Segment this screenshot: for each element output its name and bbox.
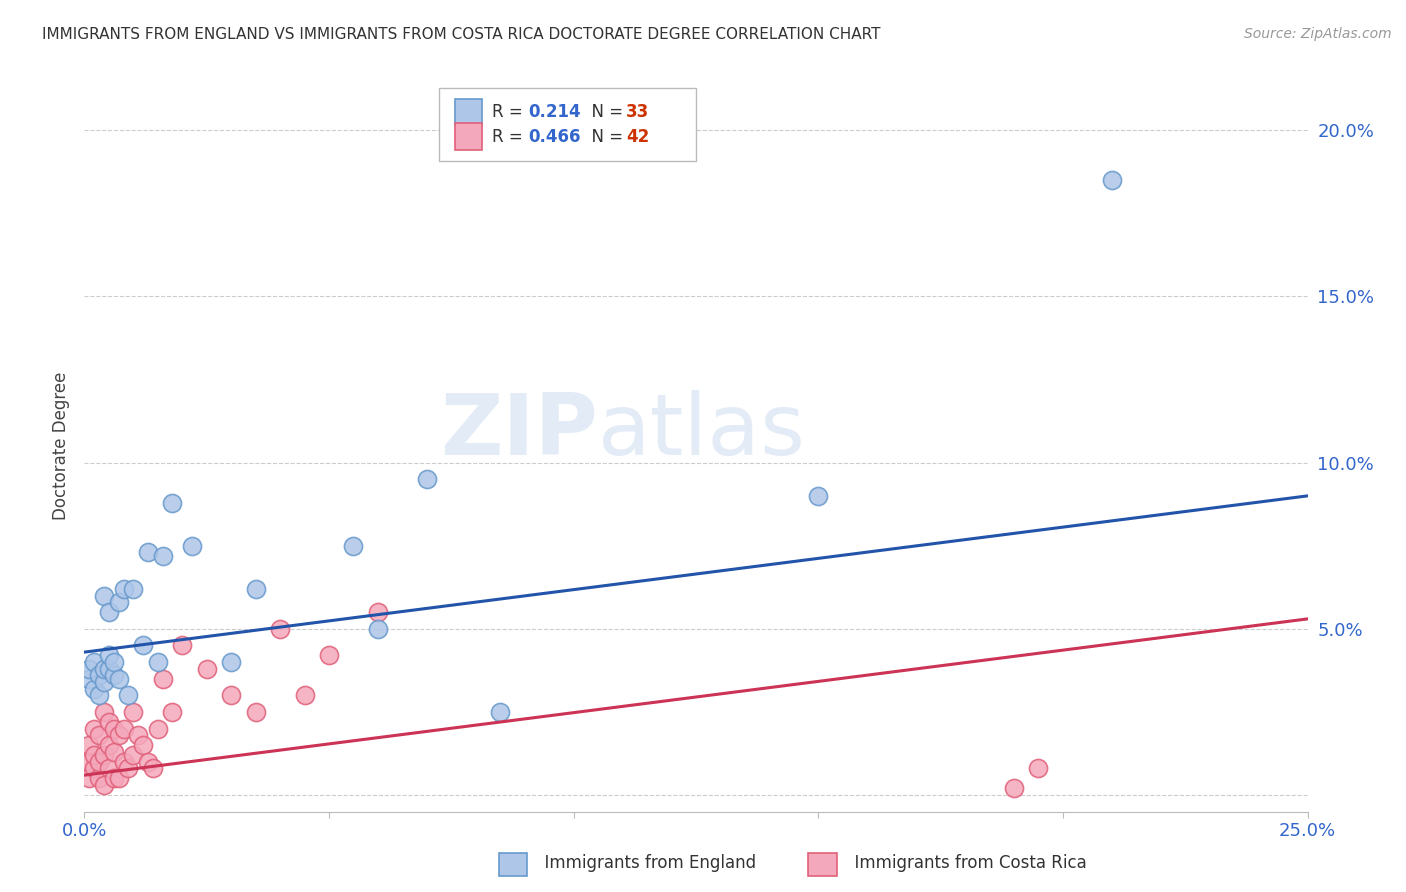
Point xyxy=(269,622,291,636)
Point xyxy=(122,705,145,719)
Point xyxy=(83,748,105,763)
Point xyxy=(107,728,129,742)
Point xyxy=(1002,781,1025,796)
Point xyxy=(127,728,149,742)
Point xyxy=(97,714,120,729)
Point xyxy=(77,662,100,676)
Text: IMMIGRANTS FROM ENGLAND VS IMMIGRANTS FROM COSTA RICA DOCTORATE DEGREE CORRELATI: IMMIGRANTS FROM ENGLAND VS IMMIGRANTS FR… xyxy=(42,27,880,42)
Point xyxy=(117,762,139,776)
Point xyxy=(97,762,120,776)
Point xyxy=(112,582,135,596)
Point xyxy=(1028,762,1050,776)
Point xyxy=(103,745,125,759)
Point xyxy=(87,668,110,682)
Point xyxy=(152,672,174,686)
Point xyxy=(97,648,120,663)
Point xyxy=(807,489,830,503)
Point xyxy=(107,772,129,786)
Text: ZIP: ZIP xyxy=(440,390,598,473)
Point xyxy=(83,722,105,736)
Point xyxy=(219,689,242,703)
Point xyxy=(146,655,169,669)
Point xyxy=(1101,173,1123,187)
Point xyxy=(367,605,389,619)
Text: 42: 42 xyxy=(626,128,650,145)
FancyBboxPatch shape xyxy=(456,99,482,125)
Point xyxy=(489,705,512,719)
Text: Immigrants from Costa Rica: Immigrants from Costa Rica xyxy=(844,855,1087,872)
Point xyxy=(107,672,129,686)
Point xyxy=(87,755,110,769)
Point xyxy=(152,549,174,563)
Point xyxy=(294,689,316,703)
Point xyxy=(107,595,129,609)
Point xyxy=(93,705,115,719)
Point xyxy=(87,772,110,786)
Point xyxy=(416,472,439,486)
Point xyxy=(162,495,184,509)
Text: R =: R = xyxy=(492,103,527,120)
Point xyxy=(245,582,267,596)
Text: N =: N = xyxy=(581,128,628,145)
Point xyxy=(77,738,100,752)
Point xyxy=(142,762,165,776)
Text: 0.214: 0.214 xyxy=(529,103,581,120)
Y-axis label: Doctorate Degree: Doctorate Degree xyxy=(52,372,70,520)
Text: Immigrants from England: Immigrants from England xyxy=(534,855,756,872)
Point xyxy=(122,748,145,763)
Point xyxy=(77,755,100,769)
Point xyxy=(146,722,169,736)
Point xyxy=(136,755,159,769)
FancyBboxPatch shape xyxy=(456,123,482,150)
Point xyxy=(87,689,110,703)
Point xyxy=(97,738,120,752)
Text: N =: N = xyxy=(581,103,628,120)
Point xyxy=(93,748,115,763)
Point xyxy=(195,662,218,676)
Text: Source: ZipAtlas.com: Source: ZipAtlas.com xyxy=(1244,27,1392,41)
Point xyxy=(77,772,100,786)
Point xyxy=(132,639,155,653)
Point xyxy=(245,705,267,719)
Point xyxy=(136,545,159,559)
Point xyxy=(83,681,105,696)
Point xyxy=(117,689,139,703)
Point xyxy=(93,675,115,690)
Point xyxy=(162,705,184,719)
Point xyxy=(87,728,110,742)
Point xyxy=(181,539,204,553)
Point xyxy=(103,722,125,736)
Point xyxy=(112,755,135,769)
Point xyxy=(342,539,364,553)
Text: 33: 33 xyxy=(626,103,650,120)
Point xyxy=(103,668,125,682)
Point xyxy=(97,662,120,676)
Point xyxy=(83,655,105,669)
Point xyxy=(103,655,125,669)
Point xyxy=(132,738,155,752)
Point xyxy=(219,655,242,669)
Point xyxy=(367,622,389,636)
Text: atlas: atlas xyxy=(598,390,806,473)
Point xyxy=(103,772,125,786)
Text: R =: R = xyxy=(492,128,527,145)
FancyBboxPatch shape xyxy=(439,87,696,161)
Point xyxy=(77,672,100,686)
Point xyxy=(93,662,115,676)
Text: 0.466: 0.466 xyxy=(529,128,581,145)
Point xyxy=(318,648,340,663)
Point xyxy=(93,589,115,603)
Point xyxy=(112,722,135,736)
Point xyxy=(93,778,115,792)
Point xyxy=(172,639,194,653)
Point xyxy=(83,762,105,776)
Point xyxy=(122,582,145,596)
Point xyxy=(97,605,120,619)
